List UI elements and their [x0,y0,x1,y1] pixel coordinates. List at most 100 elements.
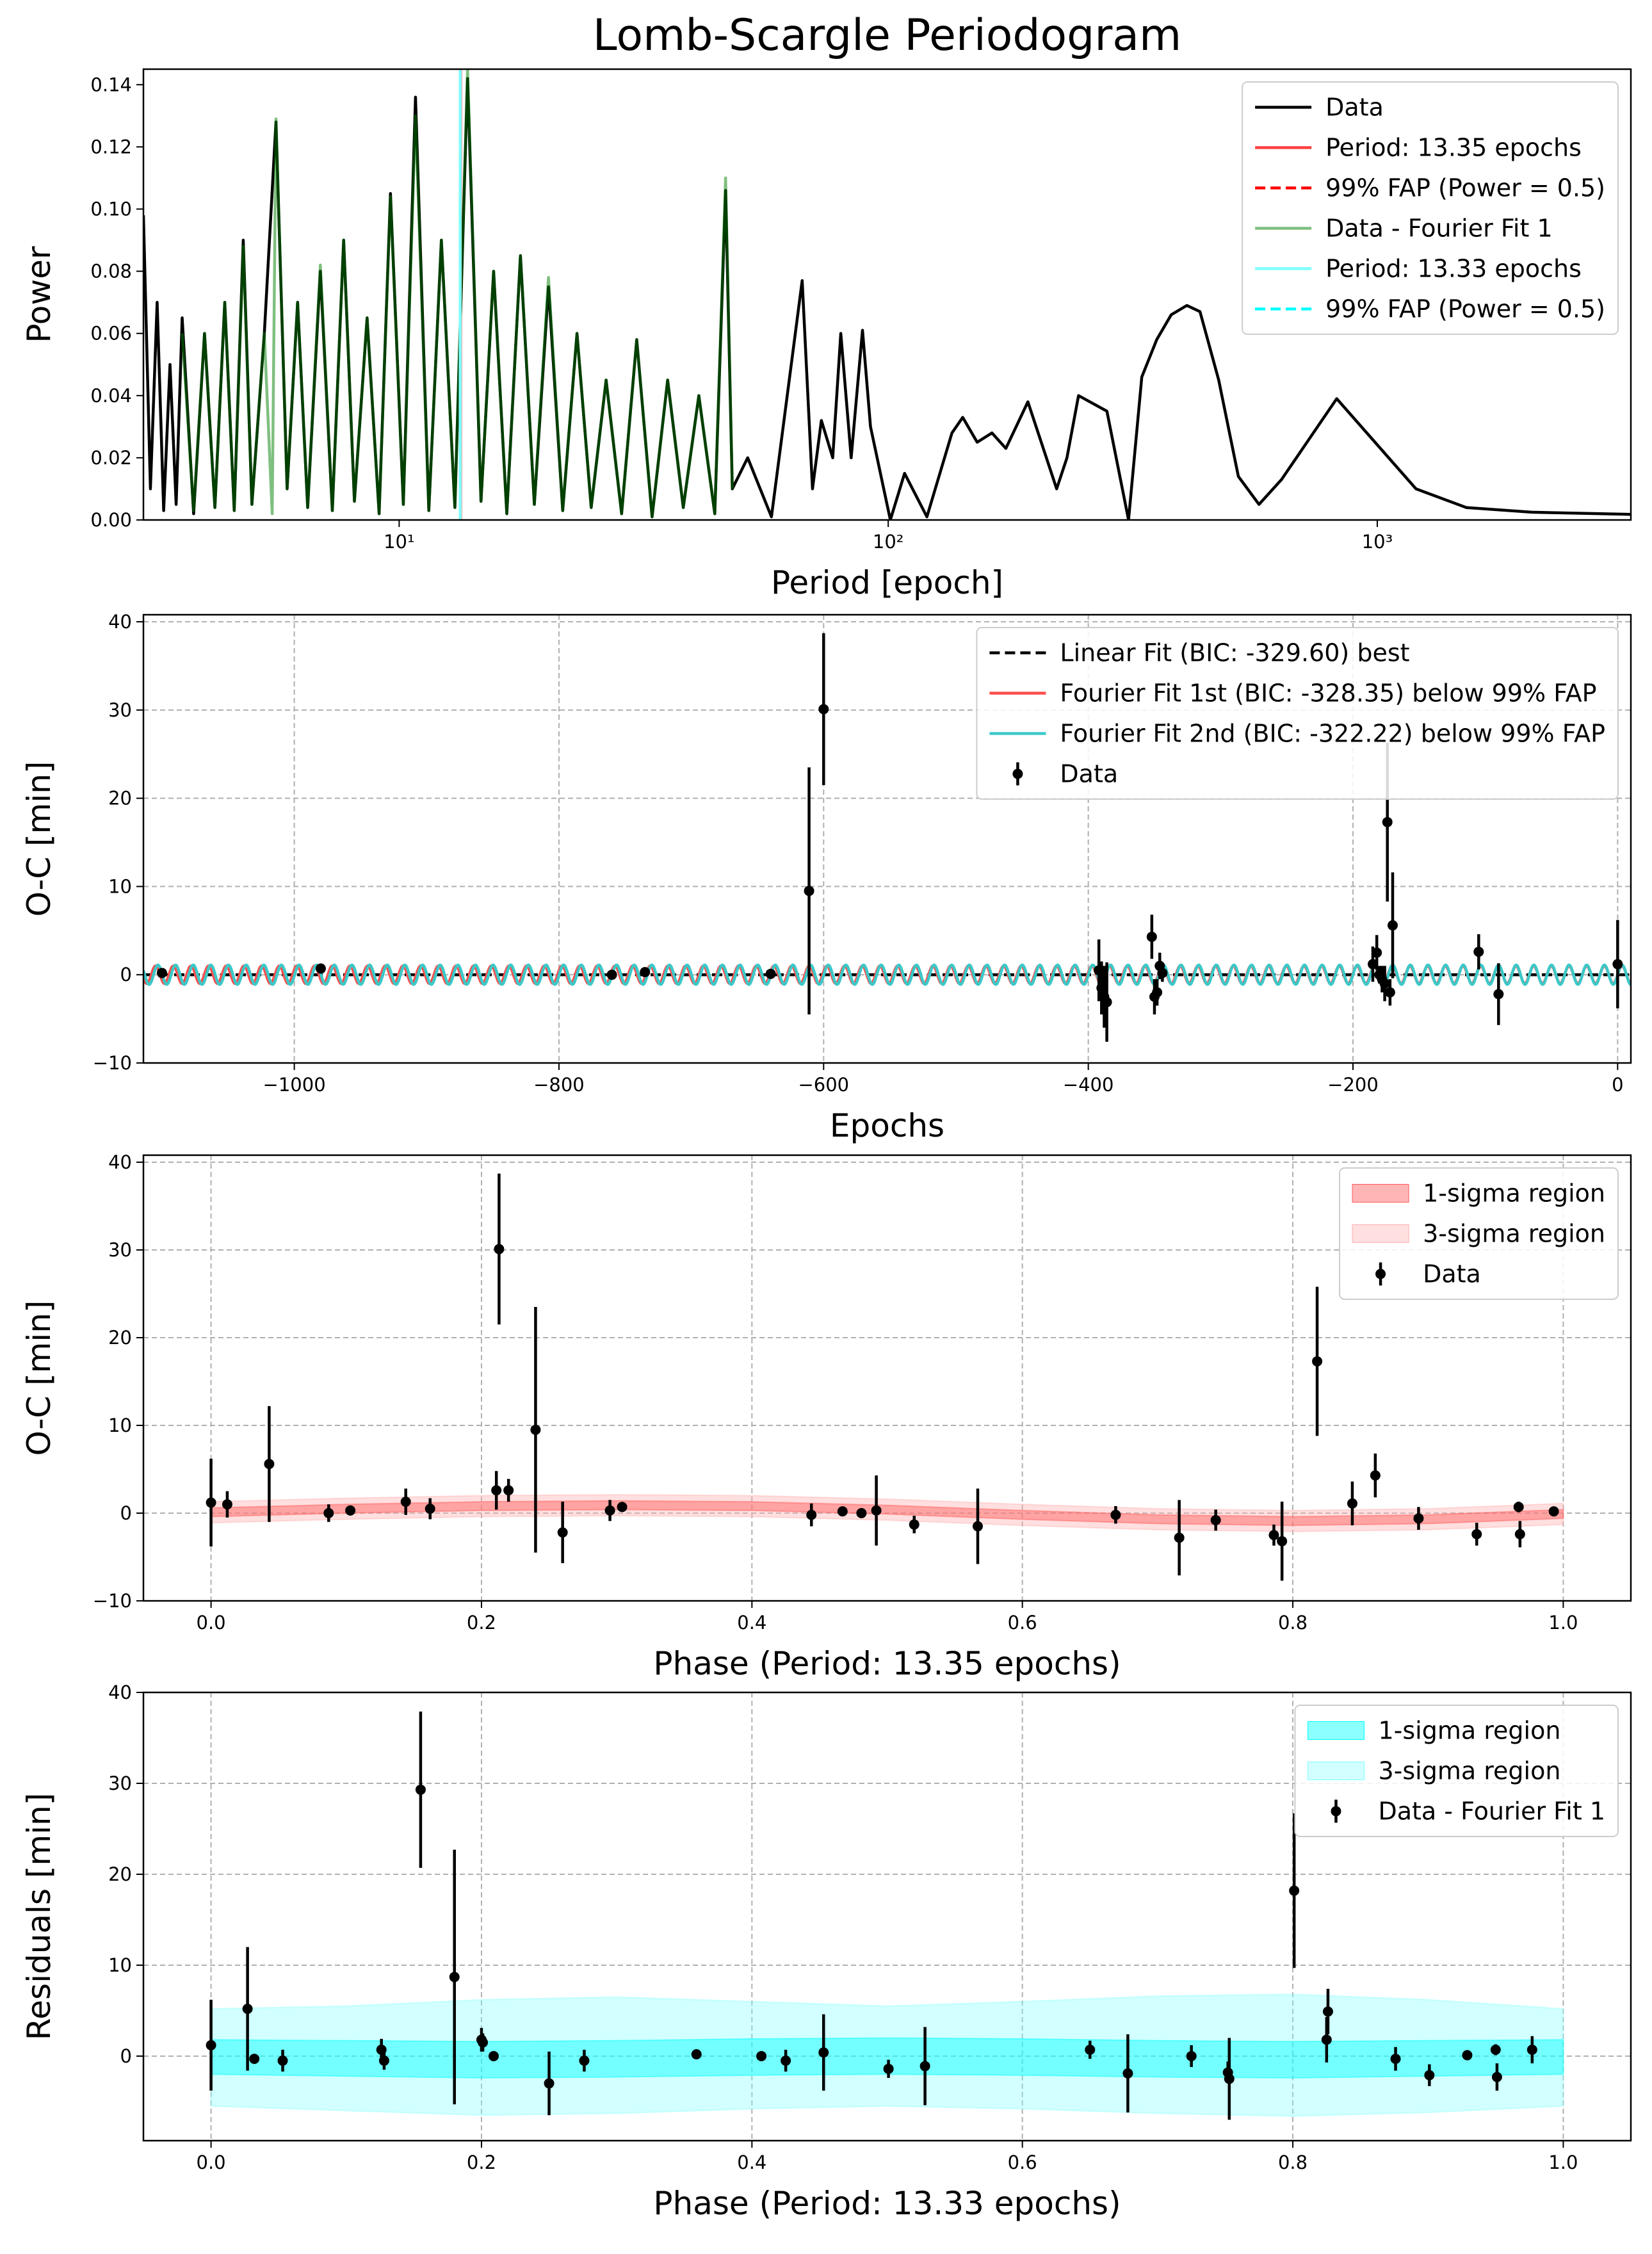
data-point [1268,1530,1279,1541]
data-point [415,1784,426,1795]
sigma-band [210,1500,1564,1527]
legend-swatch [1375,1269,1386,1279]
legend-label: 99% FAP (Power = 0.5) [1325,295,1605,323]
panel: Lomb-Scargle Periodogram 10¹ 10² 10³ 0.00 0.0… [20,10,1632,601]
x-tick-label: 0.6 [1008,2152,1037,2173]
data-point [1491,2072,1502,2082]
y-tick-label: −10 [93,1052,132,1074]
y-tick-label: 0 [120,2045,132,2067]
axes-frame [142,68,1632,521]
data-point [1152,987,1163,998]
data-point [378,2055,389,2066]
y-tick-label: 30 [108,1239,132,1261]
data-point [1174,1532,1185,1543]
y-tick-label: 0.10 [90,198,132,220]
data-point [156,968,167,978]
axes-frame [142,1691,1632,2142]
data-point [1372,947,1382,958]
y-axis-label: Residuals [min] [20,1793,58,2040]
y-tick-label: 20 [108,1327,132,1349]
data-point [1462,2050,1473,2061]
legend-label: 1-sigma region [1378,1717,1560,1745]
chart-title: Lomb-Scargle Periodogram [593,10,1181,61]
data-point [818,2047,829,2058]
plot-area [206,1711,1564,2120]
y-tick-label: 0.00 [90,509,132,531]
data-point [277,2055,288,2066]
legend-label: Period: 13.35 epochs [1325,134,1582,162]
y-tick-label: 40 [108,1682,132,1703]
legend-swatch [1307,1762,1365,1780]
data-point [544,2078,555,2089]
data-point [1493,989,1504,1000]
data-point [1210,1514,1221,1525]
legend-swatch [1352,1224,1409,1243]
data-point [1146,931,1157,942]
data-point [323,1507,334,1518]
legend-label: Data [1325,93,1384,122]
data-point [691,2049,702,2060]
data-point [400,1496,411,1507]
legend-label: 3-sigma region [1423,1220,1605,1248]
data-point [765,968,776,979]
data-point [604,1505,615,1516]
legend-box [976,627,1619,800]
x-axis-label: Phase (Period: 13.35 epochs) [653,1645,1121,1682]
panel: 0.0 0.2 0.4 0.6 0.8 1.0 −10 0 10 20 30 40 Phase (Per… [20,1151,1632,1682]
data-point [856,1507,867,1518]
plot-area [143,633,1631,1042]
y-tick-label: 0.04 [90,385,132,407]
data-point [242,2004,253,2015]
y-axis-label: O-C [min] [20,1301,58,1456]
y-tick-label: 10 [108,875,132,897]
data-point [640,967,651,978]
data-point [909,1519,919,1530]
data-point [1322,2006,1333,2017]
x-tick-label: −800 [533,1074,585,1096]
data-point [1473,946,1484,957]
data-point [1382,816,1393,827]
legend: 1-sigma region 3-sigma region Data [1339,1167,1619,1300]
x-tick-label: 10³ [1362,531,1393,553]
x-tick-label: −400 [1063,1074,1114,1096]
panel: −1000 −800 −600 −400 −200 0 −10 0 10 20 30 40 Epochs… [20,611,1632,1144]
data-point [756,2050,767,2061]
axes-frame [142,1154,1632,1602]
x-tick-label: 0.2 [467,1612,496,1634]
data-point [425,1504,435,1514]
x-tick-label: 0.8 [1278,2152,1308,2173]
data-point [449,1972,460,1982]
x-tick-label: 0.6 [1008,1612,1037,1634]
data-point [1321,2034,1332,2045]
y-tick-label: 30 [108,1772,132,1794]
y-axis-label: O-C [min] [20,761,58,917]
y-tick-label: 40 [108,611,132,633]
legend-swatch [1307,1721,1365,1740]
data-point [1471,1528,1482,1539]
data-point [1387,920,1398,931]
plot-area [143,69,1631,520]
data-point [818,704,829,715]
data-point [1277,1536,1288,1546]
data-point [1379,978,1390,989]
x-tick-label: 0.0 [197,2152,226,2173]
x-tick-label: 0.8 [1278,1612,1308,1634]
data-point [883,2063,894,2074]
y-tick-label: 0.14 [90,74,132,95]
x-axis-label: Period [epoch] [771,564,1003,601]
y-tick-label: 0 [120,964,132,985]
y-tick-label: 10 [108,1954,132,1976]
data-point [1224,2073,1235,2084]
legend-label: Data [1423,1260,1481,1288]
y-tick-label: 0.02 [90,447,132,469]
legend-label: 1-sigma region [1423,1180,1605,1208]
x-axis-label: Phase (Period: 13.33 epochs) [653,2185,1121,2222]
x-tick-label: 0.2 [467,2152,496,2173]
legend-box [1339,1167,1619,1300]
x-tick-label: 1.0 [1548,2152,1578,2173]
x-tick-label: 0.4 [737,1612,766,1634]
y-tick-label: 20 [108,788,132,809]
data-point [264,1459,275,1470]
data-point [557,1527,568,1538]
